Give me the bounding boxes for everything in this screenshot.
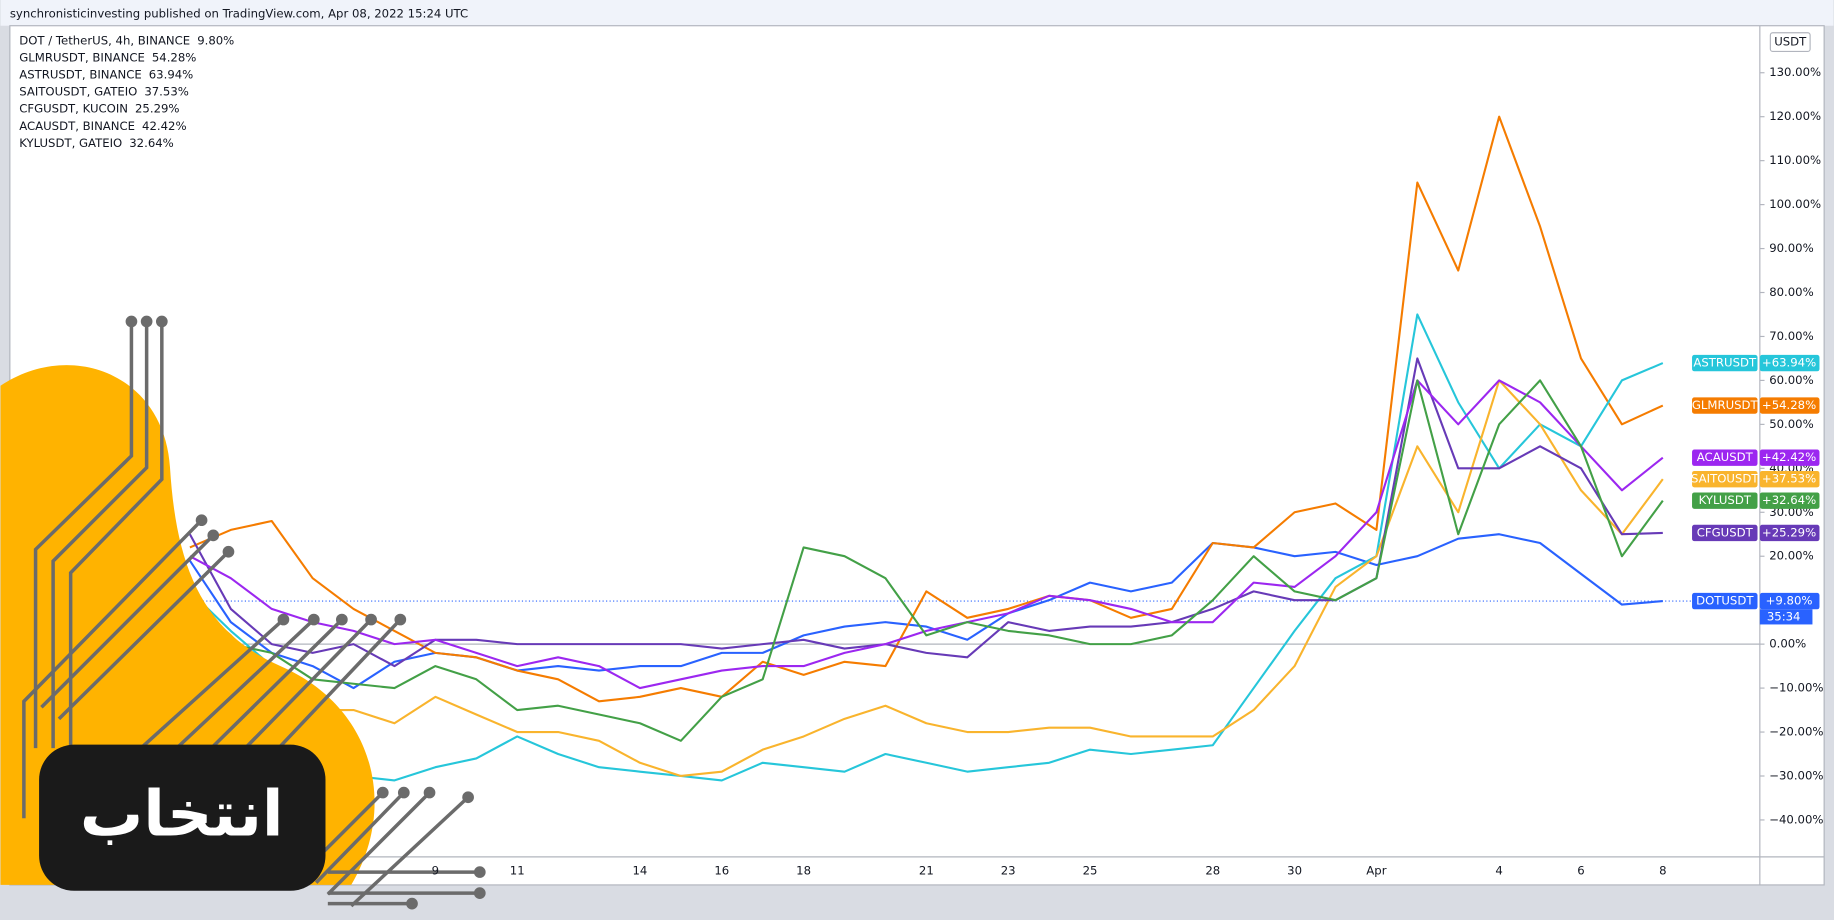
tag-name-box bbox=[1692, 592, 1758, 610]
legend: DOT / TetherUS, 4h, BINANCE 9.80% GLMRUSDT… bbox=[19, 33, 234, 149]
y-tick-label: 50.00% bbox=[1769, 417, 1814, 431]
tag-value-box bbox=[1759, 354, 1820, 372]
legend-change: 54.28% bbox=[152, 50, 197, 64]
legend-change: 37.53% bbox=[144, 85, 189, 99]
countdown-box bbox=[1759, 609, 1813, 625]
tag-value: +63.94% bbox=[1762, 356, 1816, 370]
y-tick-label: −20.00% bbox=[1769, 725, 1823, 739]
series-line bbox=[189, 379, 1664, 742]
y-tick-label: 110.00% bbox=[1769, 153, 1821, 167]
legend-name: DOT / TetherUS, 4h, BINANCE bbox=[19, 33, 190, 47]
tag-name-box bbox=[1692, 354, 1758, 372]
tag-name-box bbox=[1692, 471, 1758, 488]
y-tick-label: 60.00% bbox=[1769, 373, 1814, 387]
tag-value-box bbox=[1759, 492, 1820, 509]
legend-name: CFGUSDT, KUCOIN bbox=[19, 102, 128, 116]
series-layer bbox=[9, 115, 1760, 782]
watermark-text: انتخاب bbox=[80, 776, 284, 850]
tag-name: KYLUSDT bbox=[1699, 493, 1752, 507]
tag-value: +32.64% bbox=[1762, 493, 1816, 507]
y-tick-label: −10.00% bbox=[1769, 681, 1823, 695]
legend-name: ACAUSDT, BINANCE bbox=[19, 119, 135, 133]
tag-name: SAITOUSDT bbox=[1691, 472, 1759, 486]
x-tick-label: 4 bbox=[1495, 863, 1502, 877]
watermark-circuits bbox=[22, 321, 480, 908]
tag-value: +37.53% bbox=[1762, 472, 1816, 486]
legend-name: KYLUSDT, GATEIO bbox=[19, 136, 122, 150]
tag-name-box bbox=[1692, 397, 1758, 414]
tag-value: +9.80% bbox=[1766, 594, 1813, 608]
tag-name-box bbox=[1692, 524, 1758, 542]
x-tick-label: 9 bbox=[432, 863, 439, 877]
x-tick-label: Apr bbox=[1366, 863, 1386, 877]
unit-box bbox=[1769, 32, 1811, 53]
tag-value-box bbox=[1759, 471, 1820, 488]
tag-name: ACAUSDT bbox=[1697, 450, 1754, 464]
watermark-dots bbox=[125, 315, 486, 910]
legend-change: 42.42% bbox=[142, 119, 187, 133]
tag-name: ASTRUSDT bbox=[1693, 356, 1757, 370]
x-tick-label: 14 bbox=[633, 863, 648, 877]
tag-value: +42.42% bbox=[1762, 450, 1816, 464]
x-tick-label: 21 bbox=[919, 863, 934, 877]
x-tick-label: 18 bbox=[796, 863, 811, 877]
axis-layer: −40.00%−30.00%−20.00%−10.00%0.00%10.00%2… bbox=[432, 32, 1823, 877]
series-line bbox=[189, 115, 1664, 703]
tag-value-box bbox=[1759, 449, 1820, 466]
legend-change: 9.80% bbox=[197, 33, 234, 47]
legend-name: SAITOUSDT, GATEIO bbox=[19, 85, 137, 99]
x-tick-label: 11 bbox=[510, 863, 525, 877]
tag-value: +25.29% bbox=[1762, 525, 1816, 539]
series-line bbox=[189, 379, 1664, 778]
header-bar bbox=[0, 0, 1834, 26]
y-tick-label: 20.00% bbox=[1769, 549, 1814, 563]
legend-change: 25.29% bbox=[135, 102, 180, 116]
y-tick-label: 100.00% bbox=[1769, 197, 1821, 211]
watermark-badge bbox=[39, 744, 326, 891]
tag-name-box bbox=[1692, 449, 1758, 466]
tag-name-box bbox=[1692, 492, 1758, 509]
x-tick-label: 16 bbox=[714, 863, 729, 877]
legend-change: 63.94% bbox=[149, 68, 194, 82]
legend-name: GLMRUSDT, BINANCE bbox=[19, 50, 145, 64]
y-tick-label: −30.00% bbox=[1769, 769, 1823, 783]
series-line bbox=[189, 313, 1664, 782]
tag-value-box bbox=[1759, 592, 1820, 610]
tag-name: CFGUSDT bbox=[1697, 525, 1754, 539]
tag-value: +54.28% bbox=[1762, 398, 1816, 412]
y-tick-label: 130.00% bbox=[1769, 65, 1821, 79]
y-tick-label: 80.00% bbox=[1769, 285, 1814, 299]
y-tick-label: 70.00% bbox=[1769, 329, 1814, 343]
x-tick-label: 25 bbox=[1083, 863, 1098, 877]
legend-name: ASTRUSDT, BINANCE bbox=[19, 68, 142, 82]
x-tick-label: 30 bbox=[1287, 863, 1302, 877]
watermark: انتخاب bbox=[0, 315, 486, 910]
y-tick-label: 120.00% bbox=[1769, 109, 1821, 123]
tag-name: DOTUSDT bbox=[1696, 594, 1754, 608]
unit-label: USDT bbox=[1774, 35, 1807, 49]
countdown: 35:34 bbox=[1767, 609, 1801, 623]
x-tick-label: 28 bbox=[1205, 863, 1220, 877]
x-tick-label: 8 bbox=[1659, 863, 1666, 877]
y-tick-label: 90.00% bbox=[1769, 241, 1814, 255]
x-tick-label: 23 bbox=[1001, 863, 1016, 877]
header-text: synchronisticinvesting published on Trad… bbox=[10, 7, 468, 21]
tag-value-box bbox=[1759, 397, 1820, 414]
y-tick-label: −40.00% bbox=[1769, 812, 1823, 826]
y-tick-label: 0.00% bbox=[1769, 637, 1806, 651]
tag-name: GLMRUSDT bbox=[1692, 398, 1759, 412]
tag-value-box bbox=[1759, 524, 1820, 542]
legend-change: 32.64% bbox=[129, 136, 174, 150]
x-tick-label: 6 bbox=[1577, 863, 1584, 877]
